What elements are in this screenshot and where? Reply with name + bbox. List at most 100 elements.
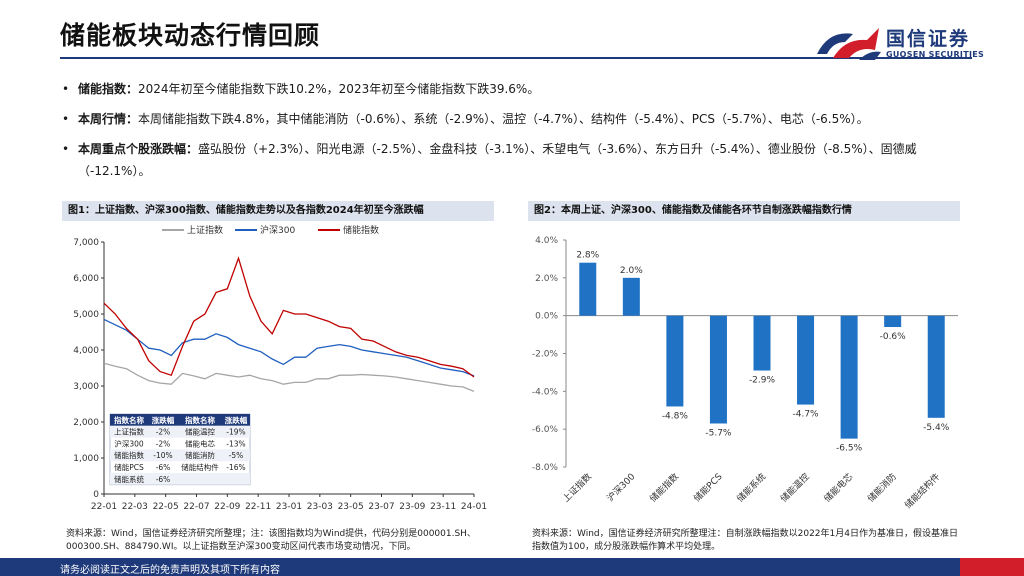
bar-9 [927, 315, 945, 418]
x-tick-label: 23-07 [368, 502, 394, 512]
data-label-1: 2.8% [576, 251, 599, 261]
table-header-cell: 指数名称 [185, 415, 215, 425]
figure2-source: 资料来源：Wind，国信证券经济研究所整理注：自制涨跌幅指数以2022年1月4日… [532, 529, 958, 552]
data-label-8: -0.6% [880, 332, 907, 342]
table-cell: -6% [156, 463, 171, 472]
page-title: 储能板块动态行情回顾 [60, 21, 321, 50]
table-row-bg [110, 473, 250, 485]
y-tick-label: 4.0% [535, 236, 558, 246]
x-tick-label: 22-05 [153, 502, 179, 512]
data-label-2: 2.0% [620, 266, 643, 276]
x-tick-label: 23-09 [399, 502, 425, 512]
table-cell: 储能电芯 [185, 438, 215, 448]
y-tick-label: -4.0% [532, 387, 559, 397]
y-tick-label: 5,000 [73, 310, 99, 320]
table-cell: -5% [229, 451, 244, 460]
bullet-storage-index: 储能指数：2024年初至今储能指数下跌10.2%，2023年初至今储能指数下跌3… [62, 78, 982, 100]
table-cell: -2% [156, 428, 171, 437]
table-cell: 储能消防 [185, 450, 215, 460]
x-tick-label: 储能温控 [778, 471, 812, 505]
y-tick-label: 6,000 [73, 274, 99, 284]
table-cell: -16% [226, 463, 245, 472]
footer-bar [0, 558, 1024, 576]
guosen-logo-icon [817, 28, 881, 60]
series-line-2 [103, 318, 475, 377]
y-tick-label: 2,000 [73, 418, 99, 428]
bar-3 [666, 315, 684, 407]
x-tick-label: 22-03 [122, 502, 148, 512]
x-tick-label: 沪深300 [604, 470, 638, 504]
table-cell: 储能指数 [114, 450, 144, 460]
return-table-header [110, 414, 250, 426]
table-header-cell: 指数名称 [114, 415, 144, 425]
brand-name-en: GUOSEN SECURITIES [886, 50, 985, 59]
data-label-7: -6.5% [836, 444, 863, 454]
table-cell: -19% [226, 428, 245, 437]
figure1-source: 资料来源：Wind，国信证券经济研究所整理；注：该图指数均为Wind提供，代码分… [66, 529, 476, 552]
series-line-1 [103, 362, 475, 393]
table-cell: 储能PCS [114, 462, 144, 472]
data-label-3: -4.8% [662, 411, 689, 421]
legend-label-3: 储能指数 [343, 224, 379, 236]
y-tick-label: 2.0% [535, 274, 558, 284]
brand-name: 国信证券 [886, 28, 971, 50]
weekly-return-bar-chart: -8.0% -6.0% -4.0% -2.0% 0.0% 2.0% 4.0% 2.8% 上证指… [532, 236, 958, 511]
x-tick-label: 上证指数 [560, 471, 594, 505]
table-cell: -2% [156, 439, 171, 448]
data-label-4: -5.7% [705, 428, 732, 438]
legend-label-1: 上证指数 [187, 224, 223, 236]
y-tick-label: 1,000 [73, 454, 99, 464]
table-row-bg [110, 449, 250, 462]
x-tick-label: 储能指数 [647, 471, 681, 505]
y-tick-label: -2.0% [532, 350, 559, 360]
table-cell: 上证指数 [114, 427, 144, 437]
footer-disclaimer: 请务必阅读正文之后的免责声明及其项下所有内容 [60, 565, 280, 576]
x-tick-label: 储能消防 [865, 471, 899, 505]
data-label-5: -2.9% [749, 376, 776, 386]
bar-8 [884, 315, 902, 328]
y-tick-label: 0 [93, 490, 99, 500]
table-cell: 储能温控 [185, 427, 215, 437]
legend-label-2: 沪深300 [260, 224, 295, 236]
index-trend-line-chart: 上证指数 沪深300 储能指数 0 1,000 2,000 3,000 4,000 5,000… [73, 224, 487, 512]
x-tick-label: 23-05 [338, 502, 364, 512]
x-tick-label: 24-01 [461, 502, 487, 512]
x-tick-label: 储能结构件 [902, 471, 942, 511]
bar-1 [579, 262, 597, 316]
x-tick-label: 22-09 [214, 502, 240, 512]
y-tick-label: 0.0% [535, 312, 558, 322]
x-tick-label: 23-03 [307, 502, 333, 512]
bar-4 [709, 315, 727, 424]
bar-5 [753, 315, 771, 371]
data-label-6: -4.7% [792, 410, 819, 420]
x-tick-label: 23-11 [430, 502, 456, 512]
x-tick-label: 储能系统 [734, 471, 768, 505]
y-tick-label: 7,000 [73, 238, 99, 248]
table-header-cell: 涨跌幅 [152, 415, 175, 425]
bar-2 [622, 277, 640, 316]
bullet-weekly-market: 本周行情：本周储能指数下跌4.8%，其中储能消防（-0.6%）、系统（-2.9%… [62, 108, 982, 130]
x-tick-label: 23-01 [276, 502, 302, 512]
y-tick-label: -8.0% [532, 463, 559, 473]
summary-bullets: 储能指数：2024年初至今储能指数下跌10.2%，2023年初至今储能指数下跌3… [62, 78, 982, 190]
table-cell: -10% [153, 451, 172, 460]
title-divider [60, 57, 972, 59]
bullet-key-stocks: 本周重点个股涨跌幅：盛弘股份（+2.3%）、阳光电源（-2.5%）、金盘科技（-… [62, 138, 982, 182]
table-cell: 储能结构件 [181, 462, 219, 472]
x-tick-label: 22-11 [245, 502, 271, 512]
x-tick-label: 储能电芯 [821, 471, 855, 505]
series-line-3 [103, 256, 475, 378]
table-row-bg [110, 425, 250, 438]
footer-accent [960, 558, 1024, 576]
figure1-heading: 图1：上证指数、沪深300指数、储能指数走势以及各指数2024年初至今涨跌幅 [62, 201, 494, 221]
table-cell: 储能系统 [114, 474, 144, 484]
y-tick-label: 4,000 [73, 346, 99, 356]
x-tick-label: 22-07 [183, 502, 209, 512]
bar-7 [840, 315, 858, 439]
table-header-cell: 涨跌幅 [225, 415, 248, 425]
y-tick-label: 3,000 [73, 382, 99, 392]
x-tick-label: 22-01 [91, 502, 117, 512]
figure2-heading: 图2：本周上证、沪深300、储能指数及储能各环节自制涨跌幅指数行情 [528, 201, 960, 221]
table-cell: -13% [226, 439, 245, 448]
data-label-9: -5.4% [923, 423, 950, 433]
